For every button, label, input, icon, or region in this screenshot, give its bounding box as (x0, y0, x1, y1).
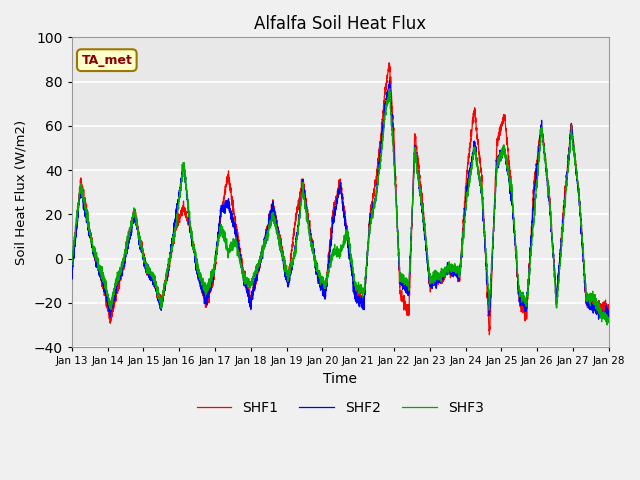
SHF1 (320, 286, 328, 291)
Legend: SHF1, SHF2, SHF3: SHF1, SHF2, SHF3 (191, 396, 489, 420)
SHF1 (68, 262, 76, 268)
Text: TA_met: TA_met (81, 54, 132, 67)
SHF2 (164, 264, 172, 270)
SHF3 (431, 276, 438, 282)
Bar (72, 170, 609, 303)
SHF2 (461, 215, 468, 220)
SHF3 (386, 86, 394, 92)
Line: SHF2: SHF2 (72, 81, 609, 319)
SHF1 (431, 272, 438, 278)
SHF3 (605, 315, 612, 321)
SHF2 (431, 276, 438, 281)
SHF2 (604, 311, 612, 317)
SHF3 (491, 199, 499, 205)
SHF3 (461, 218, 468, 224)
SHF2 (385, 78, 393, 84)
Title: Alfalfa Soil Heat Flux: Alfalfa Soil Heat Flux (254, 15, 426, 33)
SHF1 (385, 60, 393, 66)
SHF2 (491, 195, 499, 201)
SHF1 (486, 332, 493, 337)
SHF1 (605, 301, 612, 307)
SHF2 (320, 292, 328, 298)
SHF2 (68, 275, 76, 280)
SHF3 (603, 322, 611, 328)
X-axis label: Time: Time (323, 372, 357, 385)
SHF3 (320, 283, 328, 288)
SHF1 (492, 184, 499, 190)
SHF1 (461, 199, 468, 204)
Y-axis label: Soil Heat Flux (W/m2): Soil Heat Flux (W/m2) (15, 120, 28, 265)
SHF2 (605, 313, 612, 319)
SHF2 (595, 316, 602, 322)
Line: SHF1: SHF1 (72, 63, 609, 335)
SHF3 (164, 266, 172, 272)
SHF3 (604, 320, 612, 325)
SHF1 (164, 268, 172, 274)
Line: SHF3: SHF3 (72, 89, 609, 325)
SHF3 (68, 262, 76, 267)
SHF1 (604, 305, 612, 311)
